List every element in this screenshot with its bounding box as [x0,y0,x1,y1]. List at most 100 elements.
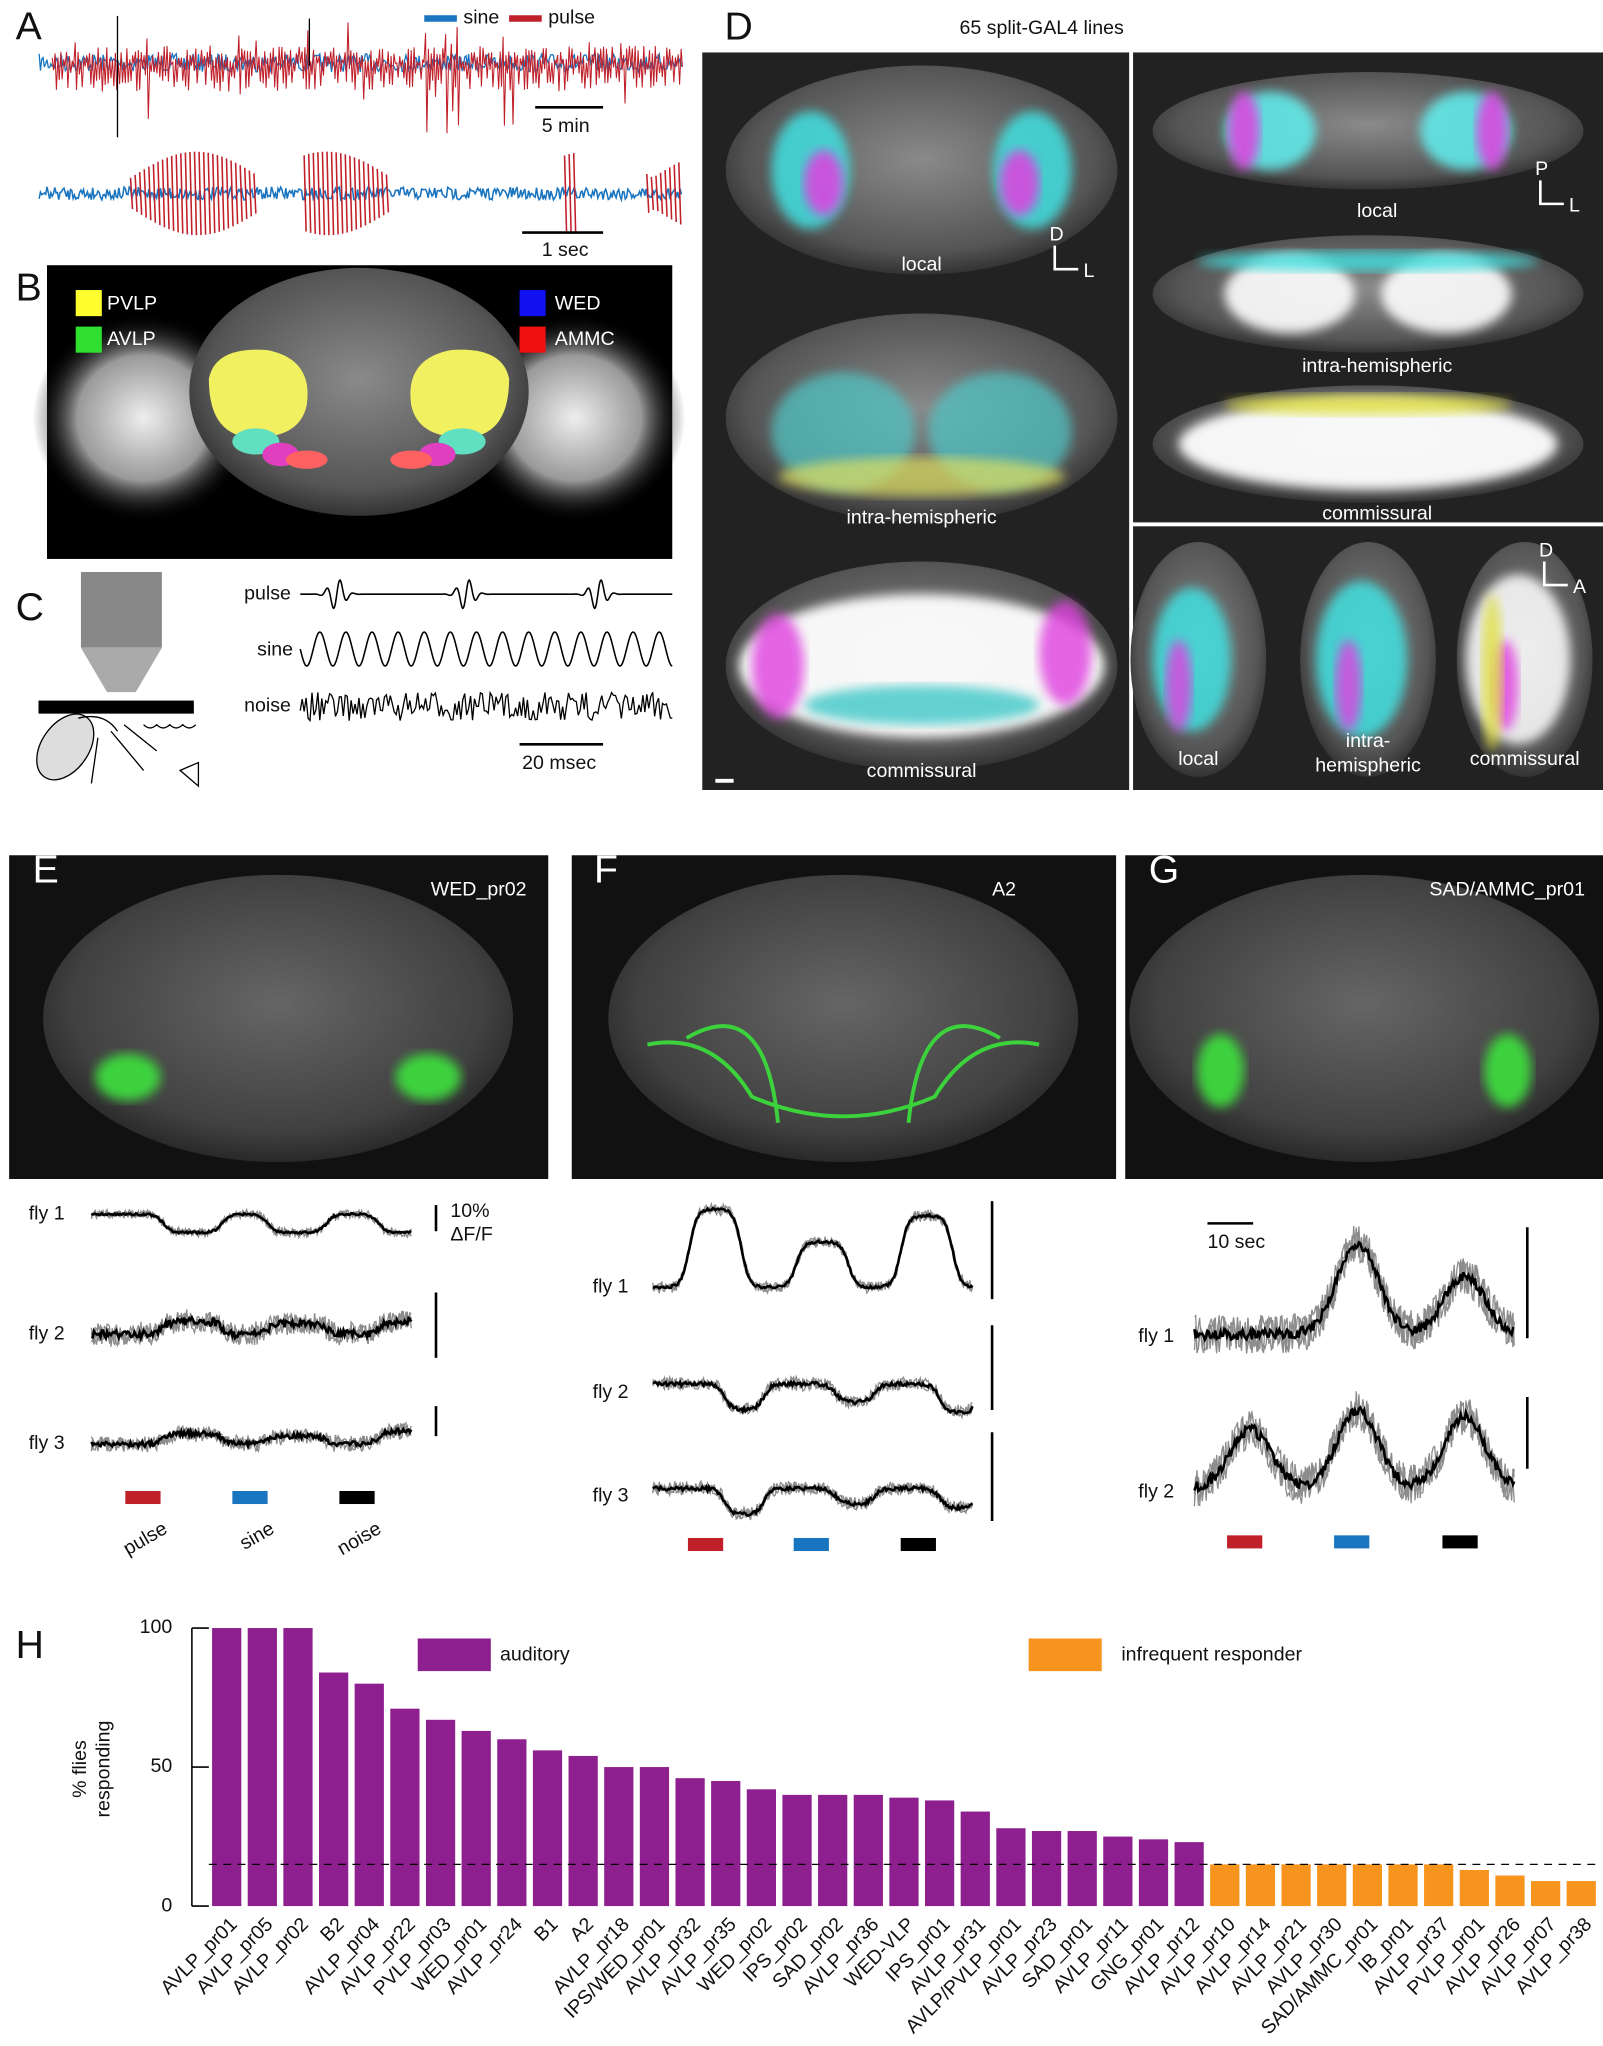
trace [134,174,138,213]
label: noise [244,695,291,717]
trace [51,22,683,134]
panel-label: A [16,5,43,48]
bar [497,1739,527,1907]
trace [317,152,321,235]
neuron-signal [751,613,805,719]
label: AVLP [107,328,156,350]
neuron-signal [1224,254,1355,334]
label: WED [555,293,601,315]
bar [1388,1864,1418,1907]
legend-swatch [417,1638,491,1672]
bar [1031,1831,1062,1907]
neuron-signal [1178,398,1558,490]
trace [138,172,143,215]
bar [1424,1864,1454,1907]
label: sine [257,638,293,660]
label: 20 msec [522,752,596,774]
bar [461,1730,491,1907]
bar [425,1719,456,1907]
legend-label: auditory [500,1644,570,1666]
trace [321,151,326,236]
label: intra-hemispheric [1302,355,1452,377]
y-axis-label: responding [93,1721,115,1818]
bar [212,1628,242,1907]
trace [248,170,253,217]
trace [299,631,673,667]
neuron-signal [95,1053,161,1101]
trace [652,1379,974,1416]
microscope-diagram [36,571,200,788]
label: local [901,253,941,275]
bar [1495,1875,1525,1907]
bar [1245,1864,1276,1907]
label: fly 3 [29,1432,65,1454]
panel-label: F [594,849,618,892]
neuron-signal [395,1053,461,1101]
bar [283,1628,313,1907]
label: intra-hemispheric [847,507,997,529]
bar [247,1628,277,1907]
bar [675,1778,705,1907]
label: pulse [548,7,595,29]
bar [711,1780,741,1907]
trace [344,154,349,233]
label: D [1050,223,1064,245]
orientation-axes [1053,245,1079,271]
neuron-signal [1039,600,1092,706]
legend-swatch [519,290,546,317]
label: 10 sec [1207,1231,1265,1253]
trace [572,153,577,234]
trace [1194,1226,1515,1354]
label: local [1357,200,1397,222]
trace [129,177,134,210]
bar [604,1767,634,1907]
label: pulse [119,1517,171,1560]
trace [678,162,682,225]
trace [668,167,673,220]
bar [853,1794,883,1907]
stimulus-bar [1442,1535,1478,1549]
pvlp-left [208,349,308,438]
orientation-axes [1542,561,1568,587]
trace [362,161,367,226]
trace [152,164,157,223]
trace [170,155,175,231]
bar [818,1794,848,1907]
bar [1174,1842,1204,1907]
pvlp-right [410,349,510,438]
trace [652,1483,973,1517]
panel-label: E [33,849,59,892]
trace [1193,1405,1516,1494]
neuron-signal [1198,250,1538,272]
bar [319,1672,349,1907]
bar [996,1828,1026,1907]
trace [563,155,568,232]
bar [354,1683,384,1907]
stimulus-bar [1334,1535,1370,1549]
bar [390,1708,420,1907]
trace [381,171,385,216]
trace [358,159,362,228]
label: SAD/AMMC_pr01 [1429,879,1585,901]
trace [239,165,243,222]
trace [161,159,166,228]
neuron-signal [1484,1034,1532,1108]
label: D [1539,539,1553,561]
trace [221,156,225,231]
trace [650,176,655,210]
label: fly 2 [1138,1480,1174,1502]
bar [1210,1864,1240,1907]
trace [1193,1240,1515,1343]
trace [312,152,317,234]
neuron-signal [999,150,1040,216]
trace [184,152,189,235]
bar [532,1750,563,1907]
label: 65 split-GAL4 lines [959,17,1124,39]
label: 10% [450,1200,489,1222]
trace [90,1211,412,1236]
bar [746,1789,776,1907]
stimulus-bar [1227,1535,1263,1549]
stimulus-bar [125,1490,161,1505]
stimulus-bar [232,1490,268,1505]
label: commissural [1470,748,1580,770]
